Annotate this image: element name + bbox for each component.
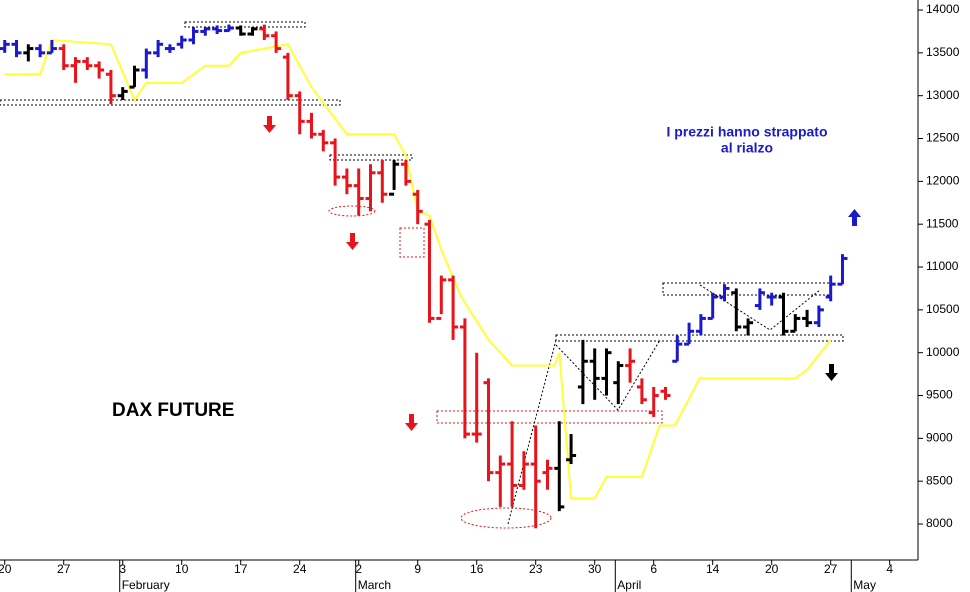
y-tick-label: 12500 [926,131,960,145]
y-tick-label: 10000 [926,345,960,359]
range-box [0,99,341,106]
down-arrow [346,233,359,250]
trend-line [555,339,661,411]
y-tick-label: 13000 [926,88,960,102]
x-tick-label: 23 [529,562,543,576]
annotation: al rialzo [721,140,773,156]
x-tick-label: 20 [0,562,12,576]
low-ellipse [460,507,552,529]
range-box [184,21,306,28]
up-arrow [848,209,861,226]
gap-box [436,410,663,424]
x-tick-label: 2 [355,562,362,576]
y-tick-label: 12000 [926,174,960,188]
month-label: March [358,578,391,592]
y-tick-label: 13500 [926,45,960,59]
gap-box [399,227,425,258]
x-tick-label: 24 [293,562,307,576]
annotation: I prezzi hanno strappato [666,124,827,140]
x-tick-label: 20 [765,562,779,576]
y-tick-label: 9000 [926,431,953,445]
y-tick-label: 10500 [926,302,960,316]
x-tick-label: 27 [824,562,838,576]
down-arrow [405,414,418,431]
range-box [555,334,844,342]
x-tick-label: 16 [470,562,484,576]
x-tick-label: 30 [588,562,602,576]
low-ellipse [328,205,376,217]
x-tick-label: 14 [706,562,720,576]
y-tick-label: 8500 [926,473,953,487]
y-tick-label: 8000 [926,516,953,530]
x-tick-label: 27 [57,562,71,576]
down-arrow [825,364,838,381]
x-tick-label: 3 [119,562,126,576]
x-tick-label: 6 [650,562,657,576]
down-arrow [263,116,276,133]
month-label: February [122,578,170,592]
trend-line [699,284,821,331]
x-tick-label: 4 [886,562,893,576]
stop-line [4,38,832,500]
x-tick-label: 9 [414,562,421,576]
range-box [329,154,413,161]
arrows [263,116,861,431]
y-tick-label: 9500 [926,388,953,402]
chart-title: DAX FUTURE [112,400,234,421]
y-tick-label: 11500 [926,216,959,230]
y-tick-label: 11000 [926,259,959,273]
month-label: April [617,578,641,592]
x-tick-label: 10 [175,562,189,576]
month-label: May [853,578,876,592]
y-tick-label: 14000 [926,2,960,16]
x-tick-label: 17 [234,562,248,576]
